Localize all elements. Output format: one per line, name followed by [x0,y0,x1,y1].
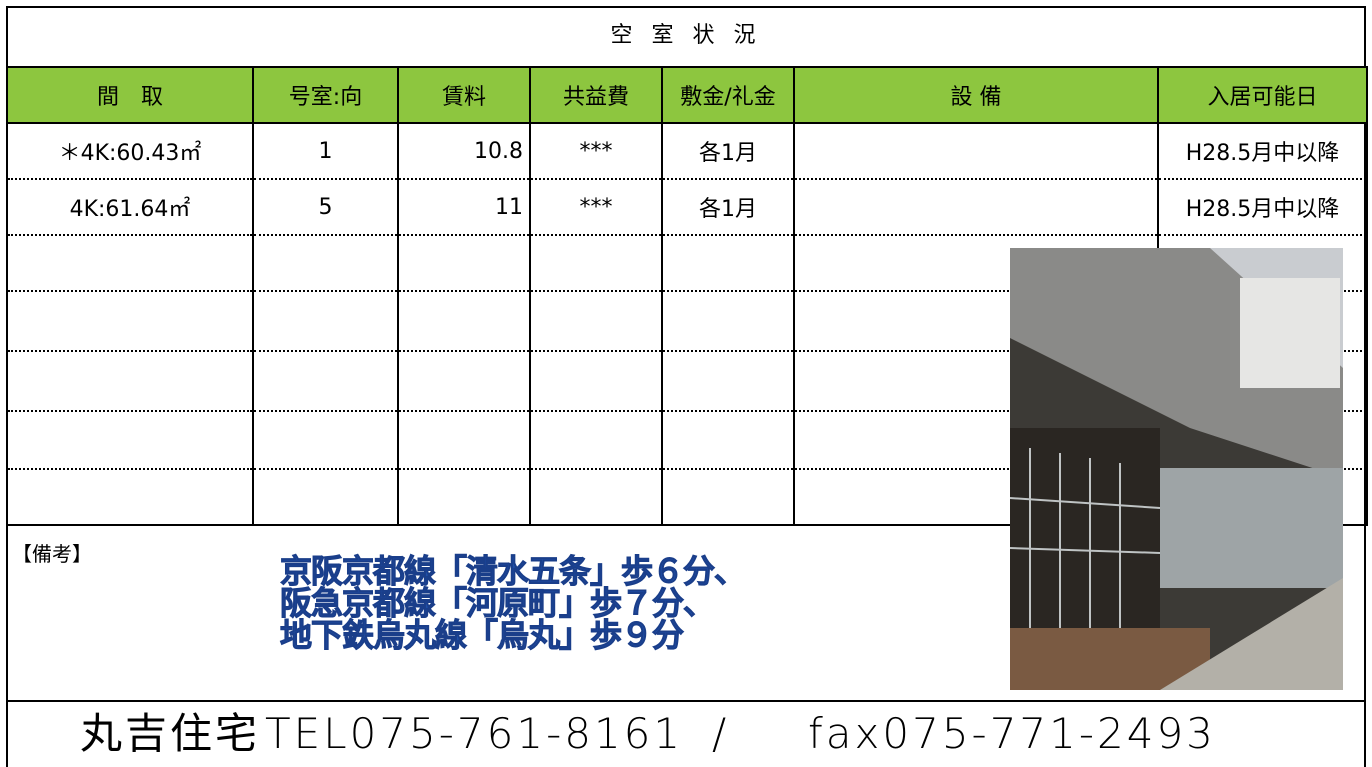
empty-cell [529,291,663,352]
cell: 4K:61.64㎡ [6,179,254,236]
header-cell: 設 備 [793,66,1159,124]
empty-cell [661,291,795,352]
building-photo [1010,248,1343,690]
empty-cell [397,411,531,470]
vacancy-table: 間 取 号室:向 賃料 共益費 敷金/礼金 設 備 入居可能日 ＊4K:60.4… [6,66,1368,526]
title: 空 室 状 況 [610,23,762,48]
remarks-line: 阪急京都線「河原町」歩７分、 [279,584,715,622]
empty-cell [252,291,399,352]
empty-cell [252,351,399,412]
empty-cell [252,411,399,470]
remarks-line: 京阪京都線「清水五条」歩６分、 [279,552,746,590]
empty-cell [6,411,254,470]
empty-cell [529,411,663,470]
remarks-label: 【備考】 [12,542,92,566]
empty-cell [397,469,531,526]
remarks: 京阪京都線「清水五条」歩６分、 阪急京都線「河原町」歩７分、 地下鉄烏丸線「烏丸… [279,552,746,654]
empty-cell [397,351,531,412]
header-cell: 共益費 [529,66,663,124]
empty-cell [529,351,663,412]
empty-cell [6,351,254,412]
header-cell: 賃料 [397,66,531,124]
header-row: 間 取 号室:向 賃料 共益費 敷金/礼金 設 備 入居可能日 [6,66,1368,124]
cell: *** [529,123,663,180]
cell: 各1月 [661,179,795,236]
empty-cell [397,235,531,292]
header-cell: 間 取 [6,66,254,124]
empty-cell [6,235,254,292]
cell [793,179,1159,236]
empty-cell [529,235,663,292]
empty-cell [397,291,531,352]
header-cell: 号室:向 [252,66,399,124]
empty-cell [252,469,399,526]
empty-cell [6,291,254,352]
row: ＊4K:60.43㎡ 1 10.8 *** 各1月 H28.5月中以降 [6,123,1368,180]
empty-cell [661,235,795,292]
cell: 各1月 [661,123,795,180]
empty-cell [529,469,663,526]
empty-cell [661,411,795,470]
cell: H28.5月中以降 [1157,179,1368,236]
remarks-line: 地下鉄烏丸線「烏丸」歩９分 [279,616,684,654]
cell: 1 [252,123,399,180]
cell: 11 [397,179,531,236]
footer-line [6,700,1366,702]
tel: TEL075-761-8161 [265,709,684,758]
separator: / [712,709,730,758]
cell: 10.8 [397,123,531,180]
cell: H28.5月中以降 [1157,123,1368,180]
empty-cell [661,351,795,412]
header-cell: 入居可能日 [1157,66,1368,124]
cell: ＊4K:60.43㎡ [6,123,254,180]
cell: 5 [252,179,399,236]
row: 4K:61.64㎡ 5 11 *** 各1月 H28.5月中以降 [6,179,1368,236]
empty-cell [6,469,254,526]
company-name: 丸吉住宅 [80,709,261,758]
fax: fax075-771-2493 [808,709,1216,758]
cell: *** [529,179,663,236]
cell [793,123,1159,180]
header-cell: 敷金/礼金 [661,66,795,124]
empty-cell [661,469,795,526]
empty-cell [252,235,399,292]
